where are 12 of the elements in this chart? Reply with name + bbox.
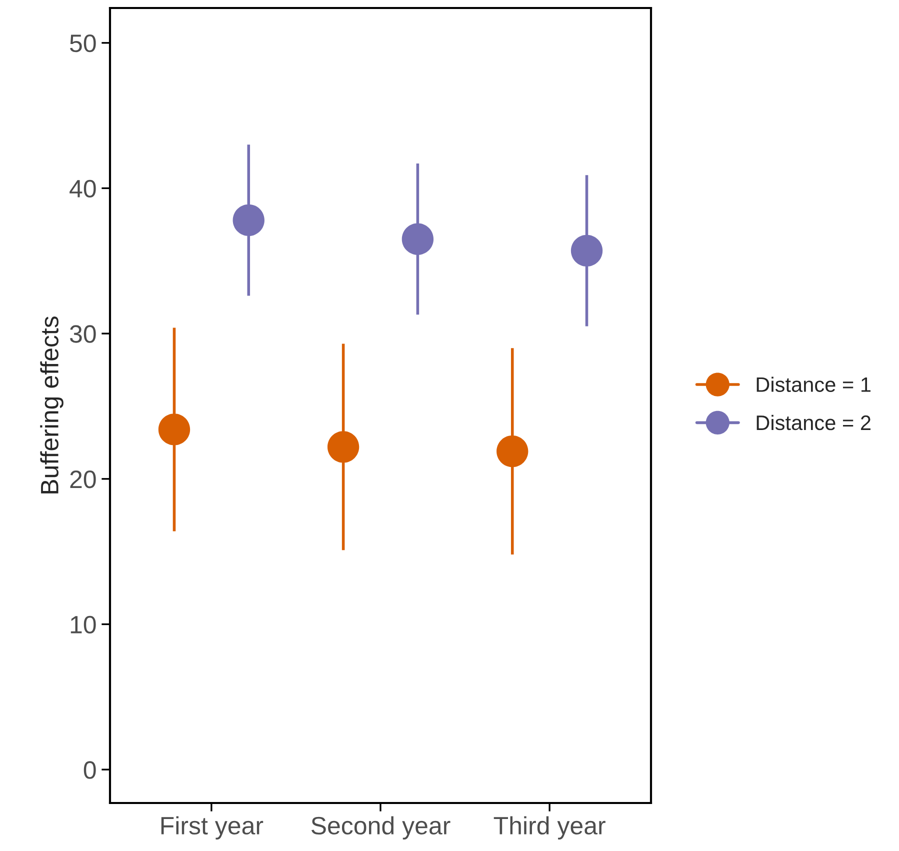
x-tick-label: Second year: [311, 816, 450, 840]
legend-label: Distance = 1: [756, 376, 870, 392]
y-tick-label: 20: [70, 470, 96, 488]
legend-label: Distance = 2: [756, 414, 870, 430]
y-tick-label: 0: [84, 761, 96, 779]
x-tick-label: First year: [161, 816, 264, 840]
y-tick-label: 40: [70, 180, 96, 198]
y-tick-label: 50: [70, 34, 96, 52]
y-tick-label: 30: [70, 325, 96, 343]
y-axis-title: Buffering effects: [40, 316, 64, 494]
x-tick-label: Third year: [494, 816, 606, 840]
y-tick-label: 10: [70, 616, 96, 634]
